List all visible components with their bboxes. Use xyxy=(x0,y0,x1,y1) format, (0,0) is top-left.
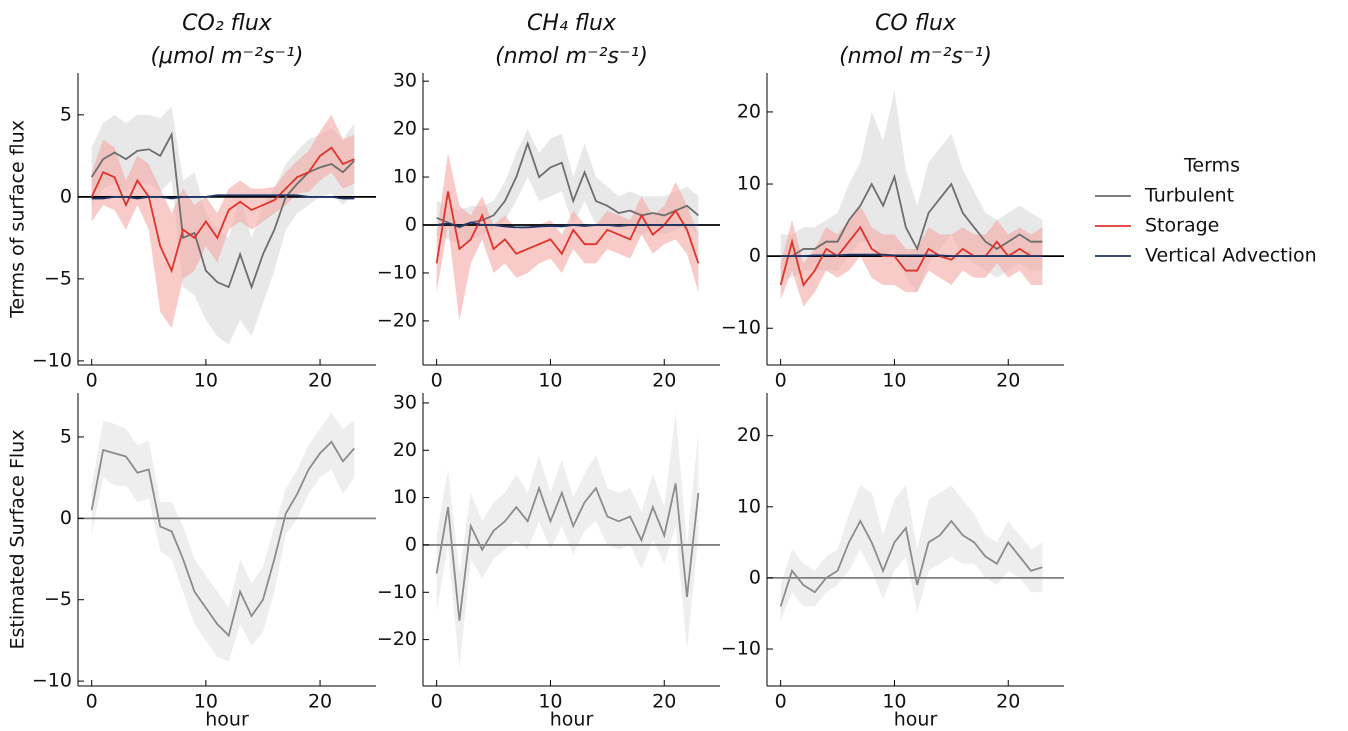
series-line xyxy=(436,221,699,229)
y-tick-label: −10 xyxy=(32,670,72,692)
x-tick-label: 10 xyxy=(882,370,906,392)
y-tick-label: 0 xyxy=(405,213,417,235)
x-axis-label: hour xyxy=(894,709,938,731)
y-tick-label: 20 xyxy=(393,118,417,140)
y-tick-label: −10 xyxy=(721,317,761,339)
band xyxy=(436,153,699,321)
y-tick-label: 20 xyxy=(393,439,417,461)
y-tick-label: 0 xyxy=(749,566,761,588)
x-tick-label: 10 xyxy=(194,691,218,713)
y-tick-label: 20 xyxy=(737,424,761,446)
series-line xyxy=(91,194,355,200)
x-tick-label: 20 xyxy=(652,691,676,713)
y-tick-label: −10 xyxy=(377,261,417,283)
y-tick-label: 0 xyxy=(405,533,417,555)
y-tick-label: −5 xyxy=(44,588,72,610)
y-tick-label: 0 xyxy=(60,185,72,207)
series-line xyxy=(779,519,1043,607)
x-tick-label: 20 xyxy=(308,370,332,392)
x-tick-label: 20 xyxy=(996,370,1020,392)
y-tick-label: 5 xyxy=(60,425,72,447)
series-line xyxy=(90,146,355,274)
y-tick-label: 5 xyxy=(60,103,72,125)
chart-subtitle: (μmol m⁻²s⁻¹) xyxy=(151,44,304,69)
band xyxy=(91,114,355,329)
x-tick-label: 10 xyxy=(194,370,218,392)
x-tick-label: 0 xyxy=(775,370,787,392)
y-tick-label: 10 xyxy=(393,486,417,508)
x-tick-label: 20 xyxy=(308,691,332,713)
chart-title: CH₄ flux xyxy=(527,11,617,36)
series-line xyxy=(780,173,1043,258)
x-tick-label: 0 xyxy=(431,370,443,392)
chart-title: CO flux xyxy=(875,11,957,36)
x-tick-label: 20 xyxy=(996,691,1020,713)
legend-label: Vertical Advection xyxy=(1145,245,1317,267)
chart-title: CO₂ flux xyxy=(182,11,273,36)
x-tick-label: 20 xyxy=(652,370,676,392)
legend-label: Turbulent xyxy=(1144,185,1234,207)
x-tick-label: 0 xyxy=(775,691,787,713)
chart-subtitle: (nmol m⁻²s⁻¹) xyxy=(839,44,992,69)
series-line xyxy=(90,440,355,638)
y-tick-label: −10 xyxy=(721,638,761,660)
x-tick-label: 10 xyxy=(882,691,906,713)
x-tick-label: 10 xyxy=(538,370,562,392)
y-axis-label: Estimated Surface Flux xyxy=(7,430,29,650)
y-tick-label: 30 xyxy=(393,391,417,413)
x-tick-label: 0 xyxy=(431,691,443,713)
y-tick-label: −20 xyxy=(377,628,417,650)
series-line xyxy=(779,225,1043,287)
y-axis-label: Terms of surface flux xyxy=(7,120,29,319)
series-line xyxy=(90,131,355,290)
x-tick-label: 10 xyxy=(538,691,562,713)
y-tick-label: −20 xyxy=(377,309,417,331)
y-tick-label: −5 xyxy=(44,267,72,289)
y-tick-label: 10 xyxy=(737,495,761,517)
x-tick-label: 0 xyxy=(86,370,98,392)
y-tick-label: 0 xyxy=(749,245,761,267)
y-tick-label: 0 xyxy=(60,507,72,529)
band xyxy=(436,412,699,669)
series-line xyxy=(435,191,700,264)
x-tick-label: 0 xyxy=(86,691,98,713)
x-axis-label: hour xyxy=(550,709,594,731)
y-tick-label: 20 xyxy=(737,100,761,122)
y-tick-label: 30 xyxy=(393,70,417,92)
legend-title: Terms xyxy=(1183,155,1240,177)
y-tick-label: 10 xyxy=(393,166,417,188)
series-line xyxy=(780,253,1043,258)
y-tick-label: −10 xyxy=(32,349,72,371)
series-line xyxy=(435,483,700,621)
y-tick-label: −10 xyxy=(377,581,417,603)
legend-label: Storage xyxy=(1145,215,1219,237)
chart-subtitle: (nmol m⁻²s⁻¹) xyxy=(495,44,648,69)
band xyxy=(91,106,355,345)
y-tick-label: 10 xyxy=(737,173,761,195)
band xyxy=(91,412,355,662)
x-axis-label: hour xyxy=(205,709,249,731)
